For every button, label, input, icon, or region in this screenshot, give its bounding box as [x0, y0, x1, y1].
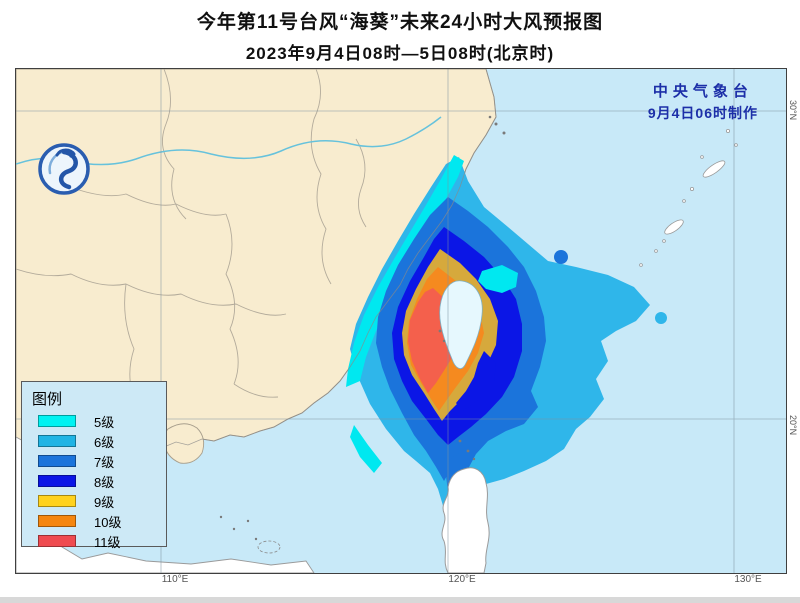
lon-label-130e: 130°E	[734, 574, 762, 585]
page-title: 今年第11号台风“海葵”未来24小时大风预报图 2023年9月4日08时—5日0…	[0, 7, 800, 64]
lon-label-120e: 120°E	[448, 574, 476, 585]
lat-label-30n: 30°N	[788, 100, 798, 121]
legend-item: 6级	[38, 431, 166, 451]
legend-swatch	[38, 495, 76, 507]
legend-title: 图例	[32, 391, 63, 408]
legend-swatch	[38, 415, 76, 427]
wind-area-7-spot	[554, 250, 568, 264]
legend-label: 9级	[94, 494, 115, 510]
legend-swatch	[38, 435, 76, 447]
lat-label-20n: 20°N	[788, 415, 798, 436]
legend-item: 7级	[38, 451, 166, 471]
legend-item: 8级	[38, 471, 166, 491]
issuing-agency: 中央气象台 9月4日06时制作	[648, 80, 758, 123]
legend-item: 9级	[38, 491, 166, 511]
agency-name: 中央气象台	[652, 83, 753, 100]
taiwan-island	[439, 280, 483, 369]
bottom-strip	[0, 597, 800, 603]
legend-label: 11级	[94, 534, 121, 550]
cma-logo	[38, 143, 90, 195]
legend-item: 11级	[38, 531, 166, 551]
legend: 图例 5级 6级 7级 8级 9级 10级 11级	[21, 381, 167, 550]
ryukyu-islands	[639, 129, 738, 267]
wind-area-5-sw	[350, 425, 382, 473]
legend-swatch	[38, 535, 76, 547]
wind-area-5-ne-taiwan	[478, 265, 518, 293]
small-islands	[219, 115, 506, 541]
title-line-2: 2023年9月4日08时—5日08时(北京时)	[245, 44, 555, 63]
legend-label: 6级	[94, 434, 115, 450]
paracel-islands	[257, 540, 281, 554]
legend-item: 5级	[38, 411, 166, 431]
legend-rows: 5级 6级 7级 8级 9级 10级 11级	[22, 411, 166, 551]
legend-item: 10级	[38, 511, 166, 531]
legend-swatch	[38, 515, 76, 527]
lon-label-110e: 110°E	[161, 574, 189, 585]
legend-label: 10级	[94, 514, 122, 530]
luzon-island	[441, 467, 490, 573]
coastline-overlay	[163, 69, 497, 448]
legend-swatch	[38, 455, 76, 467]
wind-area-8-hook	[456, 351, 496, 411]
legend-swatch	[38, 475, 76, 487]
legend-label: 7级	[94, 454, 115, 470]
title-line-1: 今年第11号台风“海葵”未来24小时大风预报图	[196, 12, 604, 33]
wind-area-6-outlier	[655, 312, 667, 324]
province-borders	[16, 69, 367, 448]
legend-label: 8级	[94, 474, 115, 490]
issue-time: 9月4日06时制作	[647, 105, 758, 121]
legend-label: 5级	[94, 414, 115, 430]
